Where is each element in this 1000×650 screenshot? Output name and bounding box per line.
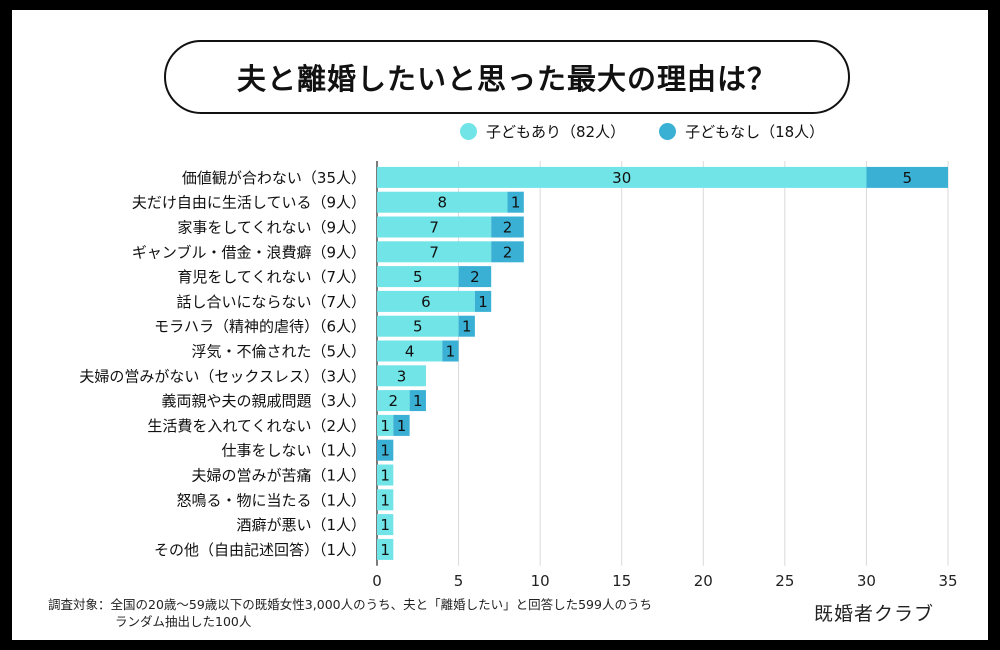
bar-with-children: [377, 290, 475, 312]
legend-swatch-without-children: [659, 123, 677, 140]
data-label: 3: [397, 367, 407, 385]
category-label: 価値観が合わない（35人）: [182, 169, 366, 187]
bar-without-children: [491, 241, 524, 263]
data-label: 1: [380, 417, 390, 435]
data-label: 7: [429, 219, 439, 237]
footnote-line-1: 調査対象：全国の20歳〜59歳以下の既婚女性3,000人のうち、夫と「離婚したい…: [48, 597, 652, 612]
category-label: 夫婦の営みがない（セックスレス）（3人）: [79, 367, 366, 385]
footnote: 調査対象：全国の20歳〜59歳以下の既婚女性3,000人のうち、夫と「離婚したい…: [48, 596, 652, 630]
chart-frame: 夫と離婚したいと思った最大の理由は？ 子どもあり（82人） 子どもなし（18人）…: [12, 10, 988, 640]
x-tick-label: 30: [857, 572, 876, 590]
x-tick-label: 25: [775, 572, 794, 590]
brand-name: 既婚者クラブ: [814, 603, 935, 625]
bar-with-children: [377, 365, 426, 387]
bar-with-children: [377, 390, 410, 412]
data-label: 4: [405, 343, 415, 361]
category-label: 仕事をしない（1人）: [221, 442, 366, 460]
bar-without-children: [458, 266, 492, 288]
category-label: 育児をしてくれない（7人）: [177, 268, 366, 286]
data-label: 2: [503, 243, 513, 261]
bar-with-children: [377, 216, 492, 238]
data-label: 5: [413, 268, 423, 286]
data-label: 2: [470, 268, 480, 286]
category-label: 怒鳴る・物に当たる（1人）: [176, 491, 366, 509]
data-label: 1: [413, 392, 423, 410]
bar-without-children: [507, 191, 524, 213]
bar-with-children: [377, 266, 459, 288]
bar-with-children: [377, 514, 394, 536]
footnote-line-2: ランダム抽出した100人: [115, 614, 252, 629]
data-label: 1: [462, 318, 472, 336]
legend-item-without-children: 子どもなし（18人）: [659, 121, 824, 142]
bar-without-children: [393, 414, 410, 436]
bar-without-children: [866, 166, 948, 188]
category-label: 生活費を入れてくれない（2人）: [147, 417, 366, 435]
data-label: 1: [380, 442, 390, 460]
bar-with-children: [377, 340, 443, 362]
data-label: 2: [503, 219, 513, 237]
category-label: 夫婦の営みが苦痛（1人）: [191, 467, 366, 485]
bar-without-children: [377, 439, 394, 461]
bar-with-children: [377, 166, 867, 188]
bar-with-children: [377, 315, 459, 337]
x-tick-label: 35: [938, 572, 957, 590]
data-label: 7: [429, 243, 439, 261]
data-label: 30: [612, 169, 631, 187]
data-label: 5: [413, 318, 423, 336]
data-label: 5: [902, 169, 912, 187]
bar-without-children: [458, 315, 475, 337]
bar-with-children: [377, 464, 394, 486]
bar-with-children: [377, 538, 394, 560]
bar-without-children: [409, 390, 426, 412]
title-box: 夫と離婚したいと思った最大の理由は？: [164, 40, 850, 114]
x-tick-label: 0: [372, 572, 382, 590]
legend-label-with-children: 子どもあり（82人）: [486, 123, 626, 141]
bar-without-children: [491, 216, 524, 238]
chart-title: 夫と離婚したいと思った最大の理由は？: [236, 62, 777, 96]
data-label: 8: [437, 194, 447, 212]
category-label: 夫だけ自由に生活している（9人）: [132, 194, 366, 212]
bar-with-children: [377, 414, 394, 436]
category-label: その他（自由記述回答）（1人）: [154, 541, 366, 559]
x-tick-label: 20: [694, 572, 713, 590]
bar-with-children: [377, 191, 508, 213]
data-label: 1: [380, 516, 390, 534]
bar-with-children: [377, 241, 492, 263]
data-label: 6: [421, 293, 431, 311]
legend-swatch-with-children: [460, 123, 477, 140]
data-label: 1: [446, 343, 456, 361]
category-label: 話し合いにならない（7人）: [176, 293, 366, 311]
data-label: 1: [511, 194, 521, 212]
x-tick-label: 5: [454, 572, 464, 590]
legend-item-with-children: 子どもあり（82人）: [460, 121, 625, 142]
legend-label-without-children: 子どもなし（18人）: [685, 123, 825, 141]
category-label: 家事をしてくれない（9人）: [177, 219, 366, 237]
category-label: 酒癖が悪い（1人）: [236, 516, 366, 534]
data-label: 1: [380, 541, 390, 559]
data-label: 1: [380, 491, 390, 509]
bar-with-children: [377, 489, 394, 511]
category-label: 浮気・不倫された（5人）: [191, 343, 366, 361]
category-label: 義両親や夫の親戚問題（3人）: [161, 392, 366, 410]
data-label: 1: [380, 467, 390, 485]
legend: 子どもあり（82人） 子どもなし（18人）: [460, 121, 858, 142]
data-label: 1: [478, 293, 488, 311]
category-label: ギャンブル・借金・浪費癖（9人）: [132, 243, 366, 261]
x-tick-label: 15: [612, 572, 631, 590]
data-label: 1: [397, 417, 407, 435]
category-label: モラハラ（精神的虐待）（6人）: [154, 318, 366, 336]
x-tick-label: 10: [531, 572, 550, 590]
bar-without-children: [442, 340, 459, 362]
data-label: 2: [389, 392, 399, 410]
bar-without-children: [474, 290, 492, 312]
